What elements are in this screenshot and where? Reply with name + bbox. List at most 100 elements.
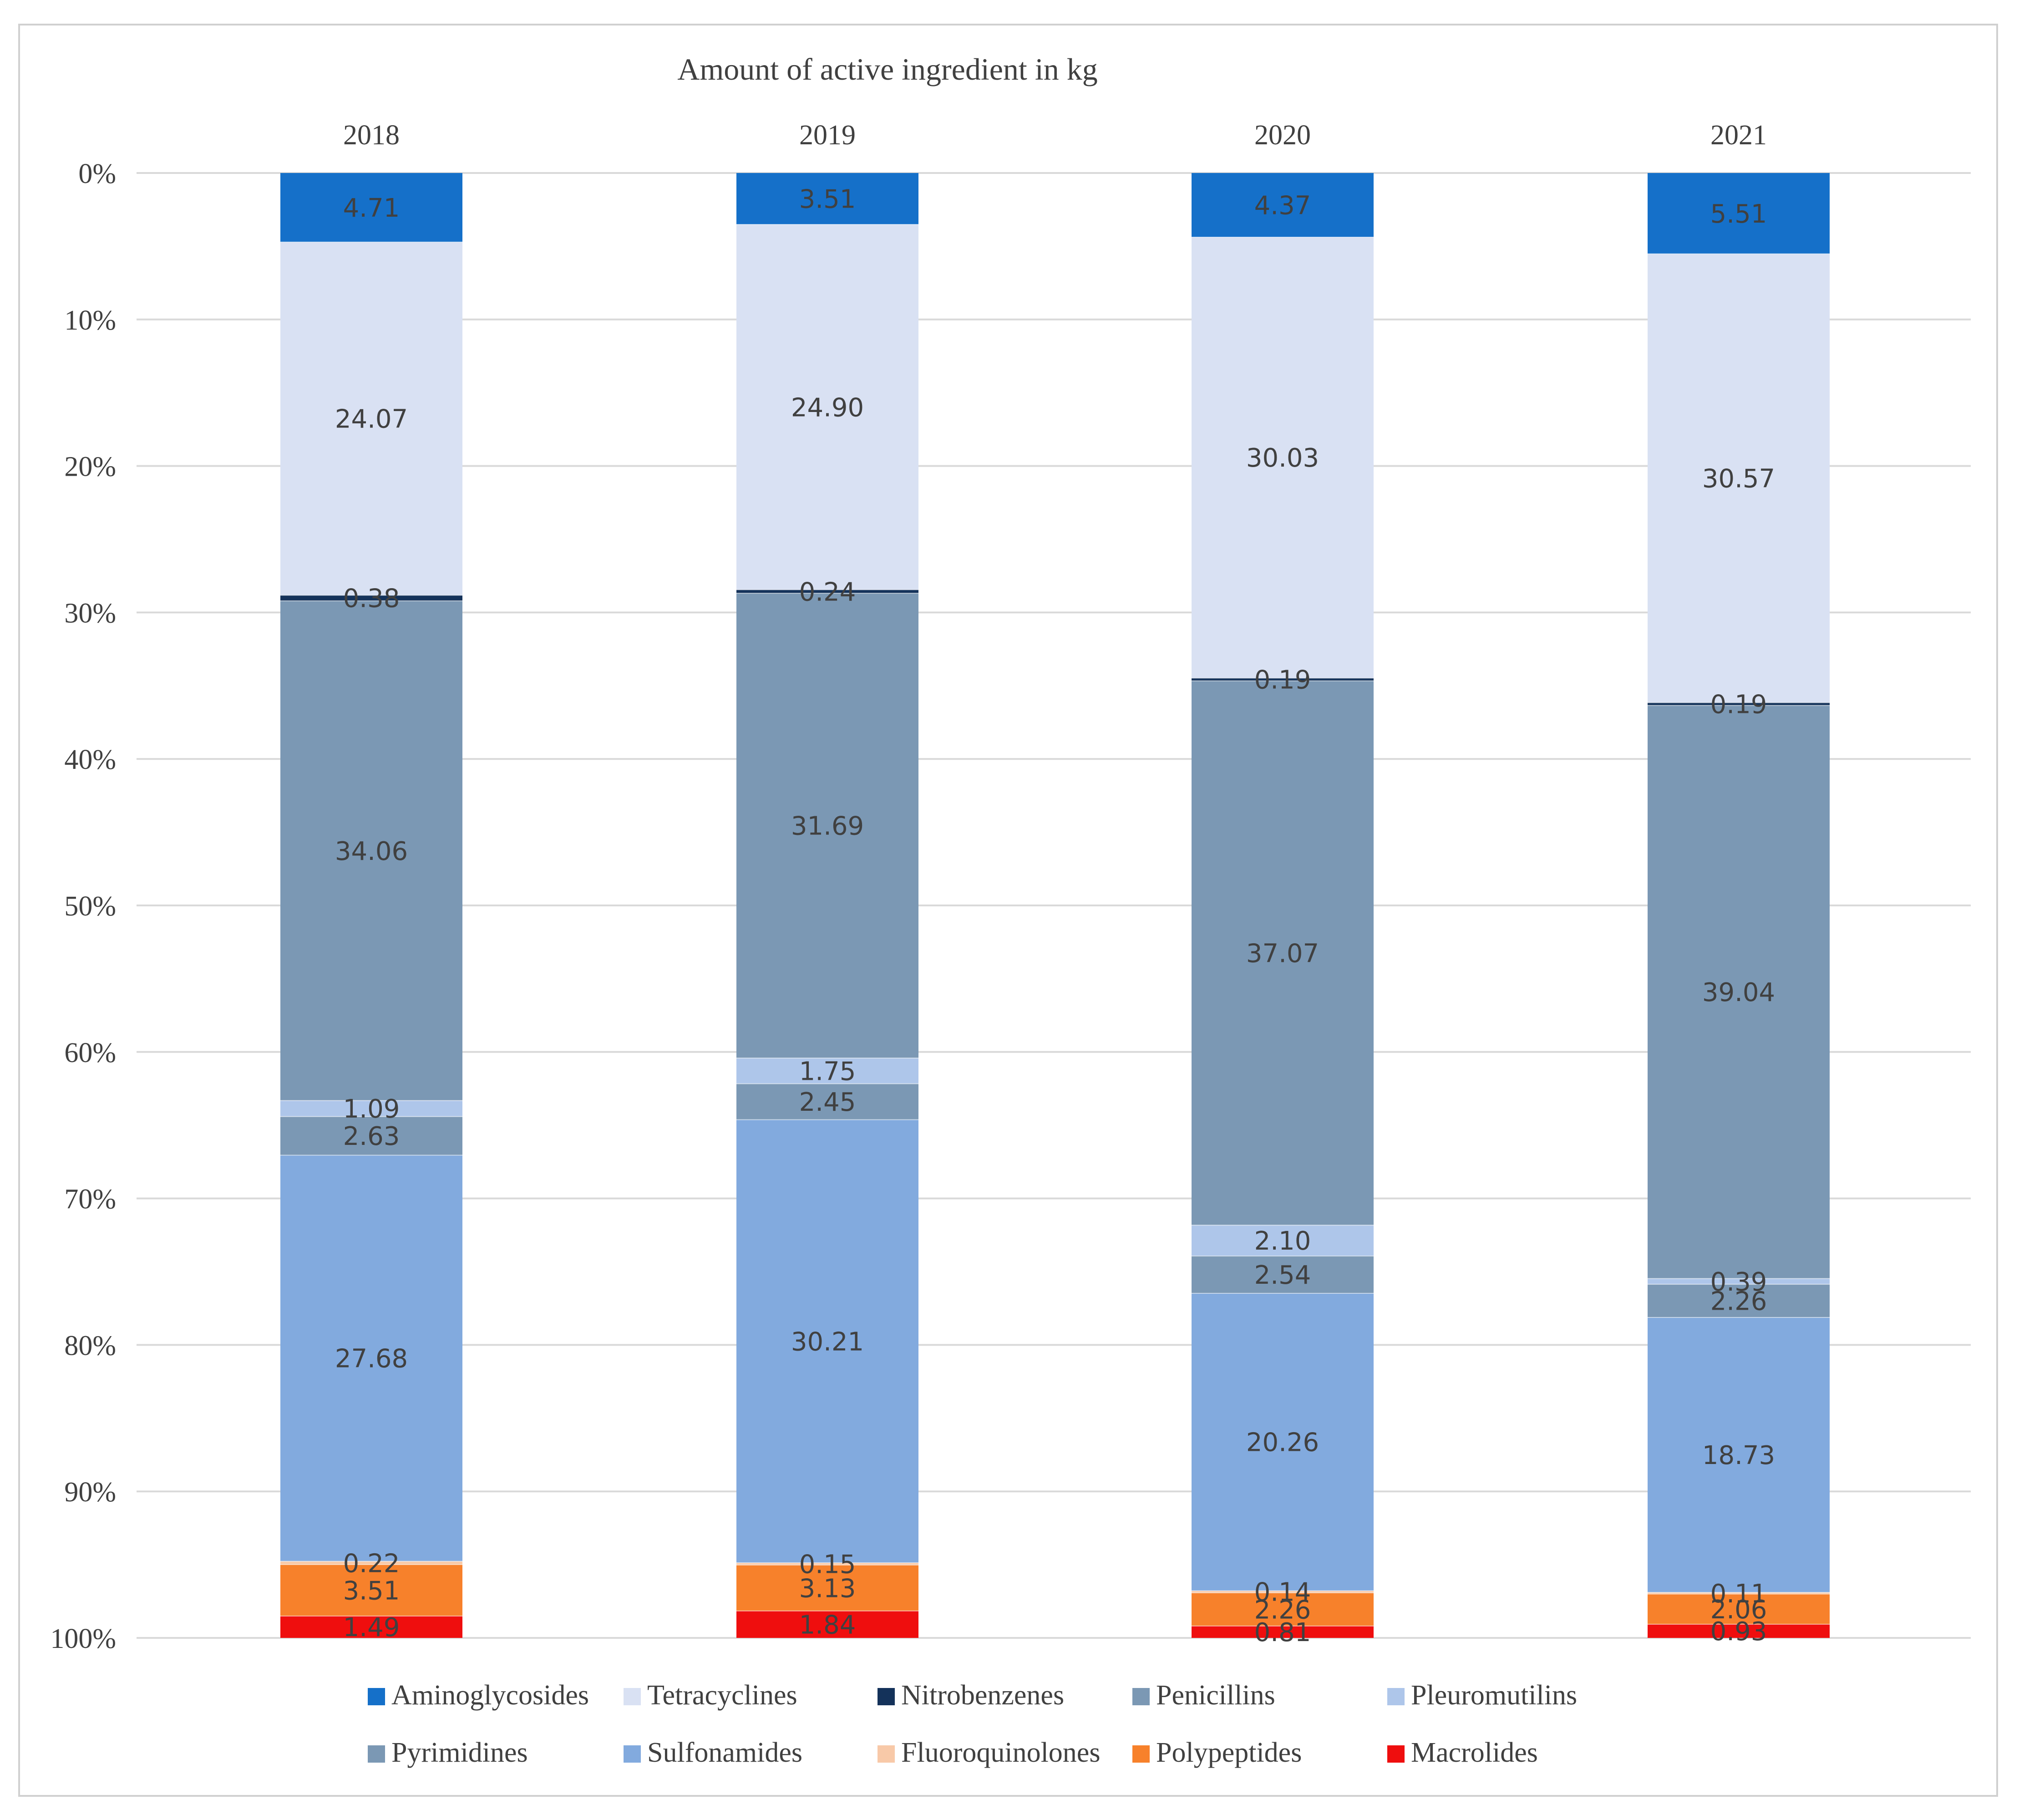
y-tick-label: 90% <box>64 1477 116 1508</box>
bar-segment-polypeptides <box>280 1564 462 1616</box>
legend-label: Penicillins <box>1156 1680 1275 1711</box>
bar-segment-pleuromutilins <box>280 1100 462 1117</box>
bar-segment-sulfonamides <box>280 1155 462 1561</box>
legend-item: Fluoroquinolones <box>878 1737 1100 1768</box>
bar-segment-tetracyclines <box>1192 237 1374 678</box>
bar-segment-fluoroquinolones <box>1648 1592 1830 1594</box>
legend-label: Aminoglycosides <box>391 1680 589 1711</box>
legend-item: Penicillins <box>1132 1680 1275 1711</box>
data-label: 39.04 <box>1702 978 1775 1007</box>
legend-item: Tetracyclines <box>624 1680 797 1711</box>
bar-segment-macrolides <box>1648 1624 1830 1638</box>
bar-segment-pleuromutilins <box>1648 1278 1830 1285</box>
legend-label: Nitrobenzenes <box>901 1680 1064 1711</box>
data-label: 0.14 <box>1254 1578 1311 1607</box>
legend-swatch <box>1387 1688 1405 1705</box>
data-label: 2.06 <box>1710 1595 1767 1625</box>
bar-segment-polypeptides <box>1192 1592 1374 1626</box>
data-label: 1.49 <box>343 1613 400 1642</box>
legend-item: Sulfonamides <box>624 1737 802 1768</box>
data-label: 18.73 <box>1702 1441 1775 1470</box>
data-label: 2.26 <box>1710 1287 1767 1317</box>
y-axis-tick-labels: 0% 10% 20% 30% 40% 50% 60% 70% 80% 90% 100% <box>50 158 116 1654</box>
bar-segment-fluoroquinolones <box>280 1561 462 1565</box>
bar-segment-penicillins <box>1648 705 1830 1279</box>
legend-item: Macrolides <box>1387 1737 1538 1768</box>
bar-segment-aminoglycosides <box>736 173 918 225</box>
data-label: 31.69 <box>791 812 864 841</box>
y-tick-label: 60% <box>64 1037 116 1068</box>
bars <box>280 173 1830 1638</box>
bar-segment-pyrimidines <box>736 1083 918 1120</box>
y-tick-label: 100% <box>50 1623 116 1654</box>
data-label: 37.07 <box>1246 939 1319 969</box>
data-label: 4.37 <box>1254 191 1311 220</box>
bar-segment-macrolides <box>1192 1626 1374 1638</box>
bar-segment-penicillins <box>280 600 462 1101</box>
legend-swatch <box>368 1745 385 1763</box>
data-label: 0.19 <box>1254 666 1311 695</box>
y-tick-label: 30% <box>64 598 116 629</box>
legend-item: Polypeptides <box>1132 1737 1302 1768</box>
legend-label: Sulfonamides <box>647 1737 802 1768</box>
y-tick-label: 80% <box>64 1330 116 1361</box>
bar-segment-nitrobenzenes <box>736 590 918 594</box>
legend-swatch <box>1132 1688 1150 1705</box>
legend: Aminoglycosides Tetracyclines Nitrobenzene… <box>368 1680 1577 1768</box>
data-label: 2.63 <box>343 1122 400 1151</box>
y-tick-label: 0% <box>78 158 116 189</box>
data-label: 27.68 <box>335 1344 408 1374</box>
data-label: 3.51 <box>799 185 856 214</box>
bar-segment-tetracyclines <box>736 224 918 590</box>
data-label: 0.39 <box>1710 1267 1767 1297</box>
category-label: 2020 <box>1254 120 1311 151</box>
data-label: 34.06 <box>335 837 408 866</box>
bar-segment-nitrobenzenes <box>1192 678 1374 681</box>
data-label: 1.84 <box>799 1610 856 1640</box>
legend-swatch <box>1132 1745 1150 1763</box>
y-tick-label: 10% <box>64 305 116 336</box>
bar-segment-aminoglycosides <box>1192 173 1374 237</box>
bar-segment-polypeptides <box>1648 1594 1830 1625</box>
bar-segment-sulfonamides <box>736 1119 918 1563</box>
bar-segment-nitrobenzenes <box>1648 702 1830 706</box>
y-tick-label: 40% <box>64 744 116 775</box>
bar-segment-aminoglycosides <box>1648 173 1830 254</box>
data-label: 2.26 <box>1254 1595 1311 1625</box>
legend-label: Polypeptides <box>1156 1737 1302 1768</box>
y-tick-label: 70% <box>64 1184 116 1215</box>
data-label: 2.45 <box>799 1088 856 1117</box>
category-label: 2019 <box>799 120 856 151</box>
bar-segment-fluoroquinolones <box>736 1563 918 1565</box>
data-label: 30.03 <box>1246 443 1319 473</box>
data-label: 0.15 <box>799 1550 856 1579</box>
bar-segment-sulfonamides <box>1648 1317 1830 1593</box>
data-label: 30.21 <box>791 1327 864 1357</box>
bar-segment-tetracyclines <box>280 242 462 595</box>
bar-segment-polypeptides <box>736 1565 918 1611</box>
category-labels: 2018 2019 2020 2021 <box>343 120 1767 151</box>
bar-segment-pyrimidines <box>1192 1256 1374 1293</box>
bar-segment-pyrimidines <box>1648 1284 1830 1318</box>
data-label: 2.54 <box>1254 1261 1311 1290</box>
data-label: 0.81 <box>1254 1618 1311 1647</box>
bar-segment-penicillins <box>1192 681 1374 1225</box>
data-label: 24.90 <box>791 393 864 422</box>
bar-segment-tetracyclines <box>1648 254 1830 703</box>
legend-item: Pyrimidines <box>368 1737 528 1768</box>
data-label: 20.26 <box>1246 1428 1319 1458</box>
data-label: 1.09 <box>343 1094 400 1124</box>
legend-label: Fluoroquinolones <box>901 1737 1100 1768</box>
legend-item: Pleuromutilins <box>1387 1680 1577 1711</box>
data-label: 1.75 <box>799 1057 856 1086</box>
data-label: 30.57 <box>1702 464 1775 494</box>
data-label: 3.13 <box>799 1574 856 1603</box>
bar-segment-penicillins <box>736 593 918 1058</box>
legend-label: Macrolides <box>1411 1737 1538 1768</box>
data-label: 24.07 <box>335 405 408 434</box>
data-label: 0.93 <box>1710 1617 1767 1647</box>
legend-swatch <box>368 1688 385 1705</box>
bar-segment-pleuromutilins <box>736 1058 918 1084</box>
bar-segment-macrolides <box>280 1616 462 1638</box>
y-tick-label: 20% <box>64 452 116 483</box>
